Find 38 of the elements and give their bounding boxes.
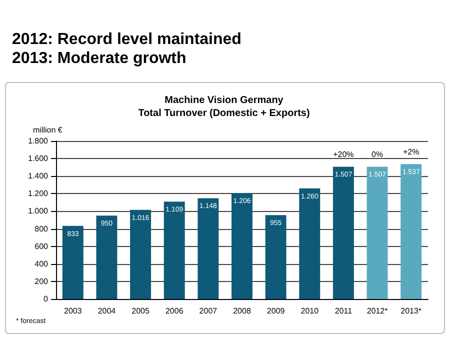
y-tick-label: 1.800 xyxy=(28,136,49,146)
chart-title: 2012: Record level maintained 2013: Moderate growth xyxy=(12,30,242,68)
y-axis-title: million € xyxy=(33,126,63,134)
y-tick-label: 400 xyxy=(34,259,49,268)
x-tick-label: 2007 xyxy=(199,306,218,316)
bar xyxy=(265,215,286,299)
x-tick-label: 2012* xyxy=(366,306,388,316)
annotation: +2% xyxy=(402,148,420,157)
y-tick-label: 200 xyxy=(34,276,49,286)
bar xyxy=(299,188,320,299)
bar xyxy=(366,166,388,299)
y-tick-label: 800 xyxy=(34,224,49,234)
x-tick-label: 2003 xyxy=(64,306,82,316)
y-tick-label: 1.200 xyxy=(28,189,49,198)
y-tick-label: 1.400 xyxy=(28,172,49,181)
x-tick-label: 2005 xyxy=(132,306,150,316)
x-tick-label: 2013* xyxy=(400,306,422,316)
bar xyxy=(164,202,185,299)
y-tick-label: 1.000 xyxy=(28,206,49,216)
x-tick-label: 2009 xyxy=(266,306,286,316)
annotation: 0% xyxy=(371,150,384,160)
annotation: +20% xyxy=(333,150,354,160)
bar xyxy=(332,166,354,299)
x-tick-label: 2008 xyxy=(233,306,252,316)
bar xyxy=(130,210,152,299)
bar xyxy=(232,193,252,299)
chart-subtitle: Machine Vision Germany Total Turnover (Domestic + Exports) xyxy=(138,95,310,119)
bar xyxy=(96,216,118,299)
bar xyxy=(400,164,422,299)
y-tick-label: 1.600 xyxy=(28,154,49,164)
y-tick-label: 0 xyxy=(44,294,49,304)
x-tick-label: 2004 xyxy=(98,306,116,316)
bar xyxy=(62,226,84,299)
bar xyxy=(198,198,219,299)
x-tick-label: 2010 xyxy=(300,306,320,316)
x-tick-label: 2006 xyxy=(165,306,184,316)
y-tick-label: 600 xyxy=(34,242,49,251)
x-tick-label: 2011 xyxy=(334,306,353,316)
